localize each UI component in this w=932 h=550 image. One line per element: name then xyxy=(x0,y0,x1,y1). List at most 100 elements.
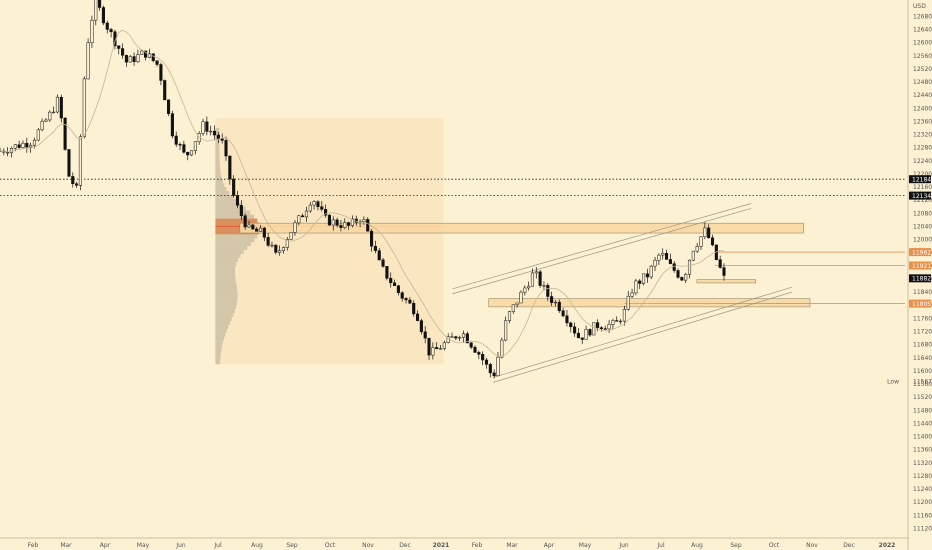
candle-body xyxy=(615,320,619,322)
volume-profile-bar xyxy=(215,222,260,227)
candle-body xyxy=(25,142,29,148)
candle-body xyxy=(117,45,121,49)
volume-profile-bar xyxy=(215,167,221,172)
candle-body xyxy=(140,50,144,55)
volume-profile-bar xyxy=(215,191,230,195)
candle-body xyxy=(163,80,167,101)
candle-body xyxy=(301,215,305,218)
volume-profile-bar xyxy=(215,336,225,341)
candle-body xyxy=(239,205,243,216)
candle-body xyxy=(423,331,427,339)
candle-body xyxy=(431,347,435,356)
candle-body xyxy=(710,237,715,246)
x-tick-label: Jul xyxy=(213,542,222,549)
y-tick-label: 12320 xyxy=(913,132,932,139)
volume-profile-bar xyxy=(215,301,237,306)
price-tag-label: 11882 xyxy=(912,276,931,283)
candle-body xyxy=(182,144,186,153)
candle-body xyxy=(699,236,703,247)
volume-profile-bar xyxy=(215,159,220,164)
candle-body xyxy=(90,19,94,43)
volume-profile-bar xyxy=(215,328,227,333)
candle-body xyxy=(450,336,454,338)
candle-body xyxy=(707,227,711,239)
candle-body xyxy=(622,309,626,322)
volume-profile-bar xyxy=(215,281,237,286)
volume-profile-bar xyxy=(215,171,221,176)
candle-body xyxy=(270,244,274,247)
candle-body xyxy=(645,273,649,278)
candle-body xyxy=(592,322,596,336)
candle-body xyxy=(266,237,270,246)
candle-body xyxy=(588,329,592,336)
price-tag xyxy=(909,299,931,308)
candle-body xyxy=(285,239,289,248)
volume-profile-bar xyxy=(215,356,221,361)
candle-body xyxy=(515,302,519,306)
price-tag xyxy=(909,191,931,200)
candle-body xyxy=(530,272,535,287)
candle-body xyxy=(561,310,565,317)
candle-body xyxy=(695,246,699,252)
candle-body xyxy=(121,48,125,56)
candle-body xyxy=(672,263,676,271)
y-tick-label: 12080 xyxy=(913,210,932,217)
candle-body xyxy=(220,138,224,141)
candle-body xyxy=(235,195,240,206)
candle-body xyxy=(412,302,416,315)
x-tick-label: Jul xyxy=(656,542,665,549)
candle-body xyxy=(293,222,297,233)
candle-body xyxy=(569,322,573,328)
candle-body xyxy=(446,336,450,343)
y-tick-label: 11440 xyxy=(913,420,932,427)
candle-body xyxy=(626,295,630,310)
candle-body xyxy=(178,144,182,146)
candle-body xyxy=(630,292,634,297)
candle-body xyxy=(201,121,205,134)
x-tick-label: Oct xyxy=(769,542,780,549)
candle-body xyxy=(105,22,109,30)
candle-body xyxy=(48,111,52,121)
candle-body xyxy=(109,29,113,32)
candle-body xyxy=(718,259,722,268)
x-tick-label: May xyxy=(137,542,150,549)
candle-body xyxy=(82,78,86,138)
volume-profile-bar xyxy=(215,214,255,219)
y-tick-label: 11160 xyxy=(913,512,932,519)
candle-body xyxy=(289,232,293,240)
candle-body xyxy=(243,215,247,228)
volume-profile-bar xyxy=(215,305,236,310)
candle-body xyxy=(381,259,385,267)
candle-body xyxy=(36,129,40,141)
volume-profile-bar xyxy=(215,218,258,223)
volume-profile-bar xyxy=(215,360,221,365)
candle-body xyxy=(461,333,466,338)
candle-body xyxy=(687,259,692,275)
x-tick-label: Mar xyxy=(60,542,72,549)
volume-profile-bar xyxy=(215,143,220,148)
price-tag xyxy=(909,175,931,184)
x-tick-label: Dec xyxy=(843,542,855,549)
volume-profile-bar xyxy=(215,324,229,329)
candle-body xyxy=(542,285,546,287)
candle-body xyxy=(247,224,251,228)
volume-profile-bar xyxy=(215,257,238,262)
volume-profile-bar xyxy=(215,250,244,255)
channel-line xyxy=(493,286,792,378)
candle-body xyxy=(144,50,148,58)
y-tick-label: 11480 xyxy=(913,407,932,414)
volume-profile-bar xyxy=(215,273,236,278)
volume-profile-bar xyxy=(215,230,260,235)
y-tick-label: 12040 xyxy=(913,223,932,230)
candle-body xyxy=(52,111,56,114)
candle-body xyxy=(331,219,335,226)
volume-profile-bar xyxy=(215,131,220,136)
candle-body xyxy=(477,352,481,355)
candle-body xyxy=(389,277,393,284)
volume-profile-bar xyxy=(215,183,225,188)
candle-body xyxy=(427,337,431,356)
candle-body xyxy=(278,250,282,253)
y-tick-label: 12560 xyxy=(913,53,932,60)
x-tick-label: Aug xyxy=(251,542,263,549)
candle-body xyxy=(216,134,220,140)
